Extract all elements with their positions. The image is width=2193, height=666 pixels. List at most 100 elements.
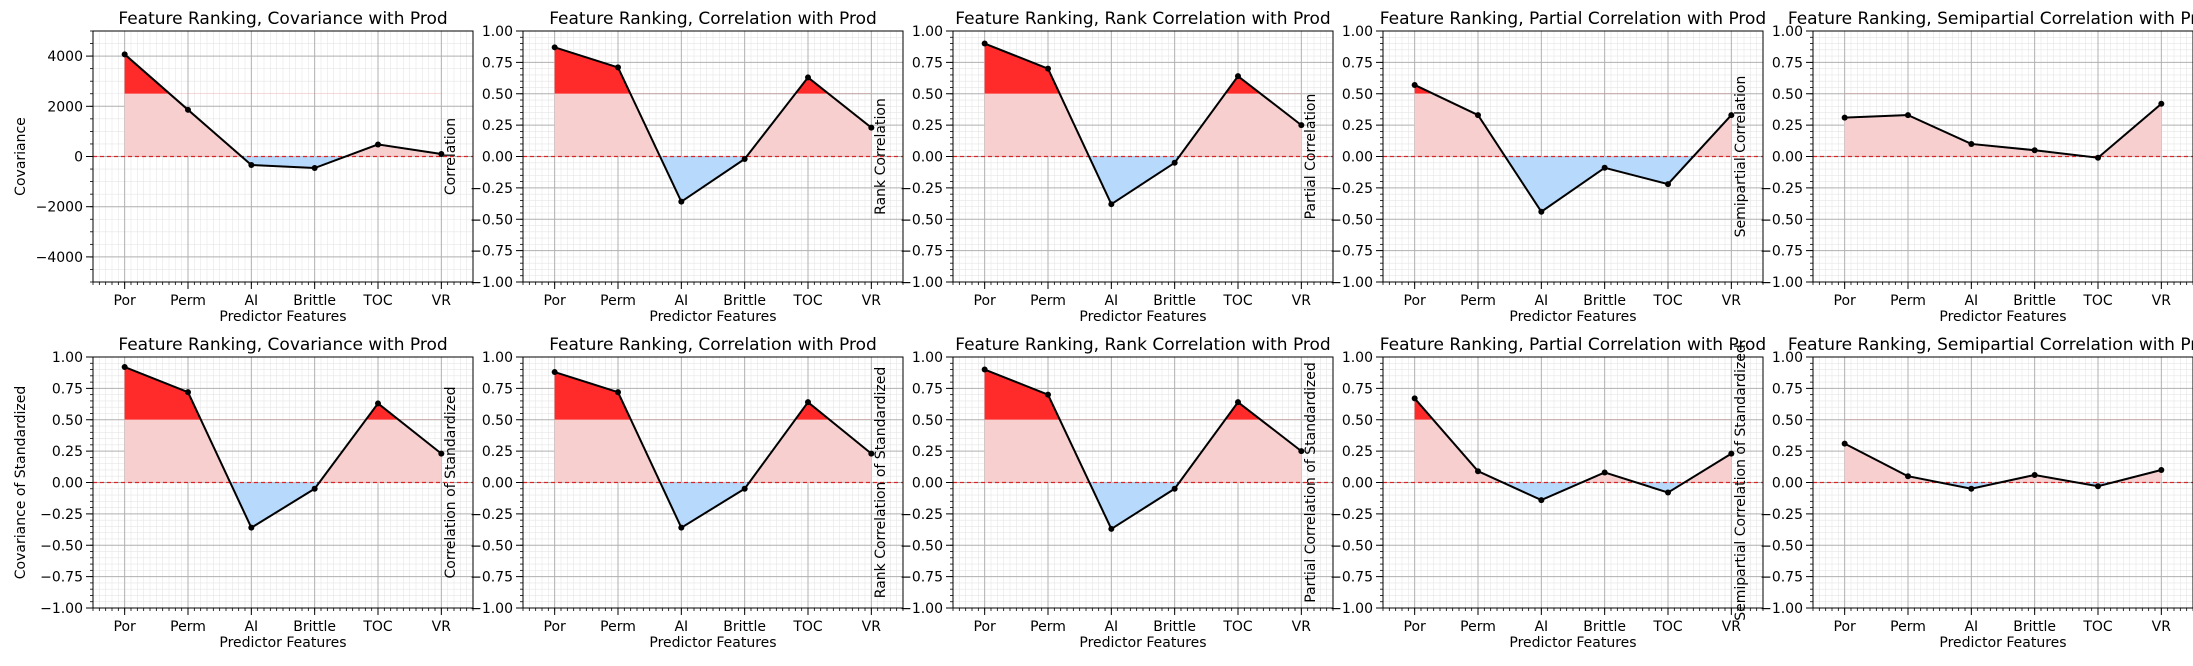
y-tick-label: −1.00 (1330, 275, 1373, 291)
data-point-ai (1108, 525, 1115, 532)
y-tick-label: 1.00 (52, 350, 83, 366)
data-point-brittle (741, 485, 748, 492)
x-axis: Por Perm AI Brittle TOC VR (522, 282, 904, 309)
x-tick-label: Por (1834, 293, 1857, 309)
series-line (124, 366, 442, 530)
data-point-perm (1045, 65, 1051, 72)
y-tick-label: 0.00 (1342, 150, 1373, 166)
x-tick-label: VR (862, 293, 882, 309)
data-point-toc (1665, 489, 1671, 496)
y-tick-label: 1.00 (1772, 350, 1803, 366)
y-tick-label: −0.25 (900, 507, 943, 523)
x-tick-label: VR (2152, 619, 2172, 635)
y-tick-label: −0.75 (40, 570, 83, 586)
x-tick-label: Perm (1890, 619, 1926, 635)
y-tick-label: 0.50 (912, 87, 943, 103)
y-tick-label: −1.00 (40, 601, 83, 617)
negative-fill (554, 156, 872, 202)
y-tick-label: 1.00 (912, 24, 943, 40)
x-tick-label: AI (1104, 293, 1118, 309)
chart-title: Feature Ranking, Semipartial Correlation… (1788, 9, 2193, 29)
x-tick-label: AI (1964, 619, 1978, 635)
x-tick-label: Brittle (1153, 293, 1196, 309)
x-tick-label: Brittle (1153, 619, 1196, 635)
y-tick-label: −0.25 (40, 507, 83, 523)
data-point-toc (1665, 181, 1671, 188)
y-tick-label: 0.75 (482, 381, 513, 397)
data-point-ai (1968, 485, 1975, 492)
data-point-por (981, 366, 988, 373)
y-axis: −1.00 −0.75 −0.50 −0.25 0.00 0.25 0.50 0.75 1.00 (40, 350, 93, 617)
x-axis: Por Perm AI Brittle TOC VR (1382, 282, 1764, 309)
positive-fill (554, 47, 872, 157)
y-tick-label: −1.00 (900, 601, 943, 617)
y-axis: −1.00 −0.75 −0.50 −0.25 0.00 0.25 0.50 0.75 1.00 (1330, 350, 1383, 617)
y-tick-label: 1.00 (482, 24, 513, 40)
y-tick-label: 0.00 (912, 150, 943, 166)
x-tick-label: AI (244, 293, 258, 309)
y-tick-label: 1.00 (1772, 24, 1803, 40)
data-point-brittle (2031, 147, 2038, 154)
x-axis: Por Perm AI Brittle TOC VR (92, 608, 474, 635)
y-tick-label: 0.00 (482, 476, 513, 492)
x-tick-label: AI (1534, 293, 1548, 309)
y-tick-label: −0.25 (470, 181, 513, 197)
y-tick-label: 0.50 (482, 413, 513, 429)
x-tick-label: Perm (1030, 619, 1066, 635)
y-tick-label: 0.75 (52, 381, 83, 397)
series-line (984, 42, 1302, 206)
y-tick-label: −0.25 (470, 507, 513, 523)
y-tick-label: 0.50 (1772, 413, 1803, 429)
y-axis-label: Covariance (13, 117, 29, 196)
x-tick-label: Por (974, 619, 997, 635)
data-point-vr (438, 150, 445, 157)
data-point-vr (868, 450, 875, 457)
y-tick-label: 0.75 (482, 55, 513, 71)
x-axis-label: Predictor Features (1079, 635, 1206, 651)
data-point-perm (615, 389, 621, 396)
data-point-por (1841, 440, 1848, 447)
x-tick-label: Perm (170, 619, 206, 635)
y-tick-label: 0.25 (1342, 118, 1373, 134)
y-tick-label: −0.50 (1760, 538, 1803, 554)
y-tick-label: 0.25 (1342, 444, 1373, 460)
series-line (124, 53, 442, 170)
data-point-por (551, 369, 558, 376)
x-axis-label: Predictor Features (1939, 635, 2066, 651)
data-point-ai (1968, 140, 1975, 147)
chart-title: Feature Ranking, Rank Correlation with P… (955, 9, 1330, 29)
x-tick-label: Por (1404, 619, 1427, 635)
x-axis: Por Perm AI Brittle TOC VR (1812, 608, 2193, 635)
x-tick-label: TOC (792, 619, 823, 635)
y-tick-label: −0.50 (1330, 538, 1373, 554)
y-axis: −1.00 −0.75 −0.50 −0.25 0.00 0.25 0.50 0.75 1.00 (900, 24, 953, 291)
x-axis: Por Perm AI Brittle TOC VR (522, 608, 904, 635)
y-tick-label: 0.50 (1342, 87, 1373, 103)
x-tick-label: Por (114, 619, 137, 635)
y-tick-label: −1.00 (1760, 275, 1803, 291)
chart-panel-5: −1.00 −0.75 −0.50 −0.25 0.00 0.25 0.50 0.75 1.00… (1733, 9, 2193, 325)
negative-fill (984, 156, 1302, 205)
negative-fill (1414, 156, 1732, 212)
x-tick-label: Perm (1460, 293, 1496, 309)
chart-title: Feature Ranking, Correlation with Prod (549, 335, 877, 355)
data-point-vr (2158, 100, 2165, 107)
y-tick-label: 1.00 (1342, 350, 1373, 366)
y-tick-label: 0.75 (1772, 381, 1803, 397)
chart-panel-2: −1.00 −0.75 −0.50 −0.25 0.00 0.25 0.50 0.75 1.00… (443, 9, 904, 325)
y-tick-label: −0.25 (900, 181, 943, 197)
y-axis-label: Semipartial Correlation of Standardized (1733, 344, 1749, 621)
data-point-ai (678, 524, 685, 531)
chart-panel-3: −1.00 −0.75 −0.50 −0.25 0.00 0.25 0.50 0.75 1.00… (873, 9, 1334, 325)
x-axis-label: Predictor Features (1079, 309, 1206, 325)
x-tick-label: VR (2152, 293, 2172, 309)
y-tick-label: 0.25 (482, 118, 513, 134)
x-tick-label: Perm (1460, 619, 1496, 635)
y-tick-label: −0.50 (40, 538, 83, 554)
series-line (1413, 397, 1732, 502)
y-tick-label: 1.00 (482, 350, 513, 366)
y-tick-label: −0.50 (900, 212, 943, 228)
data-point-toc (2095, 154, 2101, 161)
y-tick-label: 0.00 (482, 150, 513, 166)
data-point-toc (375, 400, 381, 407)
